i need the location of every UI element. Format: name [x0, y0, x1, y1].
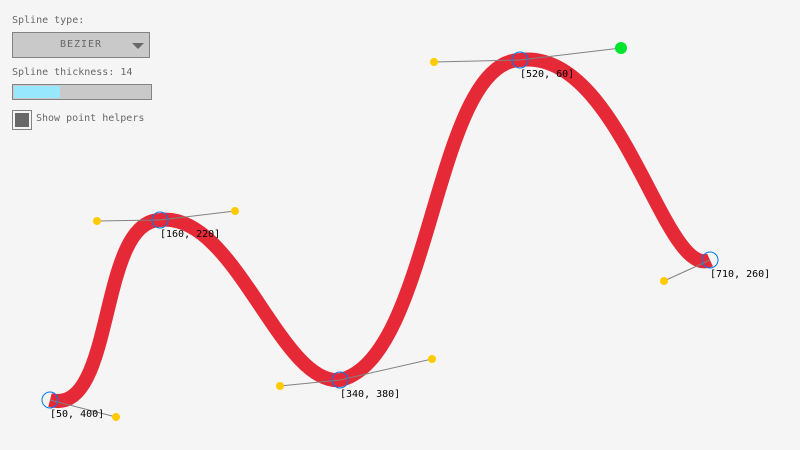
helper-line [159, 210, 236, 221]
spline-point[interactable] [511, 51, 529, 69]
control-point[interactable] [660, 277, 668, 285]
point-coordinate-label: [710, 260] [710, 269, 771, 280]
thickness-slider-fill [14, 86, 61, 98]
chevron-down-icon [132, 43, 144, 49]
helper-line [519, 47, 622, 61]
control-point[interactable] [231, 207, 239, 215]
spline-type-value: BEZIER [59, 39, 103, 50]
spline-type-label: Spline type: [12, 15, 85, 26]
spline-point[interactable] [701, 251, 719, 269]
control-point[interactable] [276, 382, 284, 390]
control-point[interactable] [430, 58, 438, 66]
selected-control-point[interactable] [615, 42, 627, 54]
helper-line [339, 358, 433, 381]
helper-line [96, 219, 161, 222]
point-coordinate-label: [340, 380] [340, 389, 401, 400]
spline-point[interactable] [151, 211, 169, 229]
spline-path [48, 52, 713, 408]
point-coordinate-label: [520, 60] [520, 69, 575, 80]
helper-line [49, 399, 117, 418]
show-helpers-checkbox[interactable] [12, 110, 32, 130]
show-helpers-label: Show point helpers [36, 113, 145, 124]
control-point[interactable] [112, 413, 120, 421]
thickness-slider[interactable] [12, 84, 152, 100]
point-coordinate-label: [50, 400] [50, 409, 105, 420]
control-point[interactable] [93, 217, 101, 225]
point-coordinate-label: [160, 220] [160, 229, 221, 240]
spline-point[interactable] [331, 371, 349, 389]
helper-line [433, 59, 521, 63]
helper-line [279, 379, 341, 387]
thickness-label: Spline thickness: 14 [12, 67, 133, 78]
spline-point[interactable] [41, 391, 59, 409]
checkbox-check [15, 113, 29, 127]
control-point[interactable] [428, 355, 436, 363]
spline-type-dropdown[interactable]: BEZIER [12, 32, 150, 58]
